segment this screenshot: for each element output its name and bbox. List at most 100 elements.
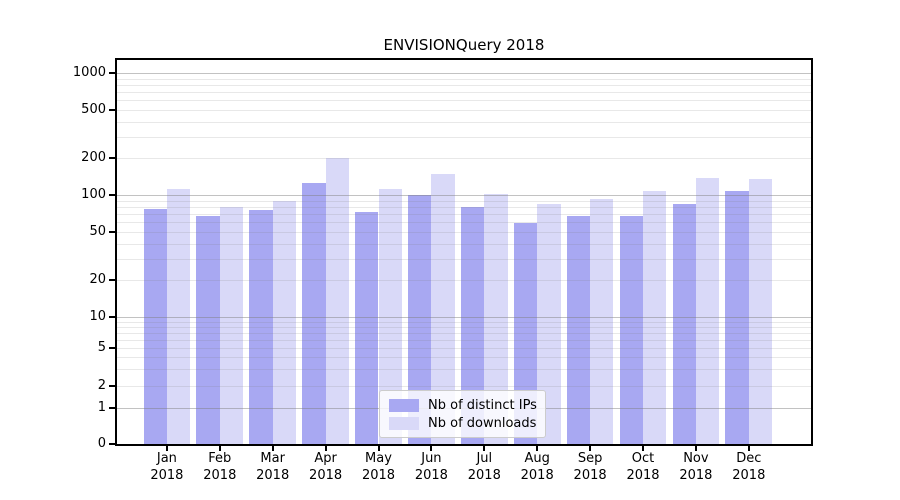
x-tick-label: Aug 2018 xyxy=(520,451,554,483)
legend-swatch-downloads xyxy=(389,416,419,430)
y-tick-label: 500 xyxy=(81,101,106,117)
bar-downloads-jun xyxy=(431,173,455,444)
gridline-minor xyxy=(117,121,811,123)
x-tick-label: Dec 2018 xyxy=(732,451,766,483)
y-tick xyxy=(109,443,115,445)
y-tick-label: 50 xyxy=(89,223,106,239)
y-tick xyxy=(109,108,115,111)
gridline-minor xyxy=(117,78,811,80)
bar-distinct-ips-oct xyxy=(619,216,643,444)
y-tick xyxy=(109,72,115,74)
y-tick-label: 1000 xyxy=(72,65,106,80)
gridline-minor xyxy=(117,348,811,350)
legend: Nb of distinct IPs Nb of downloads xyxy=(379,390,546,438)
x-tick-label: Oct 2018 xyxy=(626,451,660,483)
y-tick-label: 10 xyxy=(89,309,106,324)
bar-downloads-oct xyxy=(643,190,667,444)
gridline-minor xyxy=(117,321,811,323)
legend-entry-distinct-ips: Nb of distinct IPs xyxy=(389,397,537,413)
y-tick-label: 200 xyxy=(81,150,106,166)
x-tick xyxy=(694,446,697,451)
gridline-minor xyxy=(117,100,811,102)
grid-layer xyxy=(117,60,811,444)
gridline-minor xyxy=(117,332,811,334)
bar-distinct-ips-jun xyxy=(408,195,432,444)
x-tick-label: Jul 2018 xyxy=(467,451,501,483)
x-tick xyxy=(642,446,644,451)
legend-label-downloads: Nb of downloads xyxy=(428,415,537,431)
bar-distinct-ips-dec xyxy=(725,190,749,444)
gridline-minor xyxy=(117,91,811,93)
bar-downloads-may xyxy=(378,189,402,444)
gridline-minor xyxy=(117,385,811,387)
chart-title: ENVISIONQuery 2018 xyxy=(383,36,545,54)
x-tick-label: May 2018 xyxy=(361,451,396,483)
gridline-minor xyxy=(117,339,811,341)
gridline-minor xyxy=(117,109,811,111)
bar-distinct-ips-sep xyxy=(566,216,591,444)
legend-entry-downloads: Nb of downloads xyxy=(389,415,537,431)
y-tick-label: 5 xyxy=(97,340,106,356)
plot-area xyxy=(117,60,811,444)
bar-downloads-jan xyxy=(166,189,191,444)
gridline-minor xyxy=(117,243,811,245)
x-tick xyxy=(589,446,592,451)
y-tick xyxy=(109,279,115,282)
bar-distinct-ips-jul xyxy=(460,207,485,444)
bar-distinct-ips-mar xyxy=(249,209,273,444)
y-tick-label: 2 xyxy=(97,377,106,393)
gridline-minor xyxy=(117,136,811,138)
x-tick xyxy=(324,446,327,451)
gridline-minor xyxy=(117,206,811,208)
x-tick-label: Mar 2018 xyxy=(256,451,290,483)
x-tick-label: Nov 2018 xyxy=(679,451,713,483)
gridline-minor xyxy=(117,280,811,282)
bar-distinct-ips-nov xyxy=(672,204,696,444)
y-tick xyxy=(109,316,115,318)
gridline-minor xyxy=(117,326,811,328)
bar-distinct-ips-may xyxy=(355,211,379,444)
bar-distinct-ips-jan xyxy=(143,208,167,444)
x-tick-label: Sep 2018 xyxy=(573,451,607,483)
bar-downloads-dec xyxy=(748,179,773,444)
y-tick xyxy=(109,230,115,233)
y-tick xyxy=(109,347,115,350)
bars-layer xyxy=(117,60,811,444)
x-tick-label: Jan 2018 xyxy=(150,451,184,483)
legend-swatch-distinct-ips xyxy=(389,398,419,412)
y-tick-label: 100 xyxy=(81,187,106,202)
x-tick xyxy=(271,446,274,451)
x-tick xyxy=(218,446,221,451)
legend-label-distinct-ips: Nb of distinct IPs xyxy=(428,397,537,413)
x-tick xyxy=(483,446,486,451)
bar-distinct-ips-apr xyxy=(302,182,326,444)
gridline-minor xyxy=(117,222,811,224)
y-tick-label: 1 xyxy=(97,399,106,415)
x-tick xyxy=(165,446,168,451)
y-tick-label: 20 xyxy=(89,272,106,288)
gridline-major xyxy=(117,73,811,74)
bar-downloads-jul xyxy=(484,193,508,444)
gridline-minor xyxy=(117,231,811,233)
bar-downloads-apr xyxy=(325,158,349,444)
gridline-minor xyxy=(117,258,811,260)
bar-downloads-aug xyxy=(537,203,561,444)
y-tick xyxy=(109,157,115,160)
x-tick-label: Apr 2018 xyxy=(309,451,343,483)
gridline-major xyxy=(117,317,811,318)
y-tick xyxy=(109,406,115,409)
gridline-minor xyxy=(117,84,811,86)
gridline-minor xyxy=(117,357,811,359)
gridline-major xyxy=(117,195,811,196)
bar-downloads-nov xyxy=(695,177,720,444)
x-tick-label: Feb 2018 xyxy=(203,451,237,483)
bar-distinct-ips-feb xyxy=(196,216,220,444)
y-tick xyxy=(109,194,115,196)
bar-distinct-ips-aug xyxy=(513,222,538,444)
x-tick xyxy=(430,446,433,451)
bar-downloads-sep xyxy=(590,199,614,444)
gridline-minor xyxy=(117,200,811,202)
bar-downloads-mar xyxy=(272,200,297,444)
x-tick xyxy=(536,446,539,451)
